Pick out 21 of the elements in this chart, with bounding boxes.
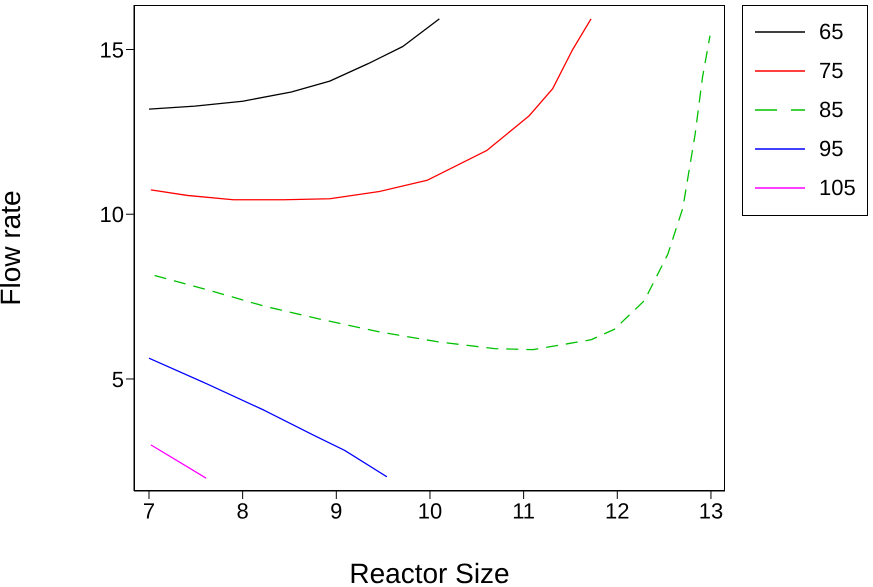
line-series <box>148 18 440 110</box>
y-axis-title: Flow rate <box>0 190 26 306</box>
x-tick-label: 9 <box>330 498 342 524</box>
legend-label: 105 <box>819 174 856 200</box>
line-series <box>154 34 711 350</box>
x-tick-label: 11 <box>512 498 536 524</box>
y-tick-label: 5 <box>112 366 124 392</box>
legend-label: 75 <box>819 58 844 84</box>
legend-label: 95 <box>819 136 844 162</box>
legend-label: 65 <box>819 18 844 44</box>
y-tick-label: 10 <box>100 202 124 228</box>
line-series <box>148 358 388 478</box>
line-series <box>150 18 592 200</box>
y-tick-label: 15 <box>100 37 124 62</box>
x-tick-label: 7 <box>142 498 156 524</box>
legend-label: 85 <box>819 96 844 122</box>
x-tick-label: 12 <box>605 498 630 524</box>
x-tick-label: 8 <box>236 498 249 524</box>
x-axis-title: Reactor Size <box>349 558 510 587</box>
x-tick-label: 10 <box>418 498 442 524</box>
x-tick-label: 13 <box>698 498 724 524</box>
